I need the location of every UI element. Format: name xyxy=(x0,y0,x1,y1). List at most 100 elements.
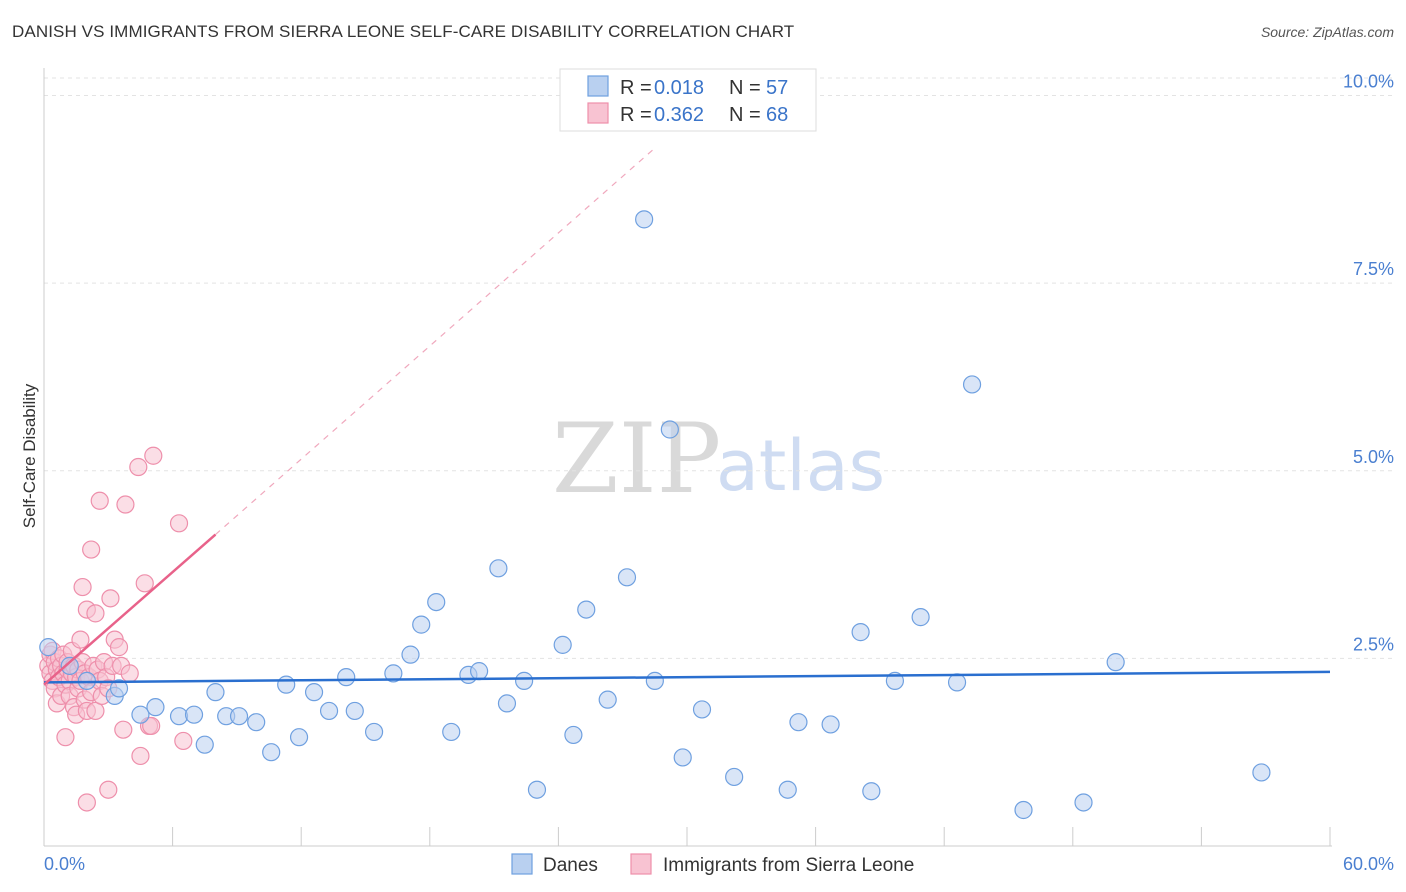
bottom-legend: Danes Immigrants from Sierra Leone xyxy=(511,853,914,876)
legend-sl-r-value: 0.362 xyxy=(654,104,704,126)
point-danes xyxy=(789,713,808,732)
point-danes xyxy=(962,375,982,394)
point-danes xyxy=(1074,793,1093,812)
point-danes xyxy=(337,668,356,687)
point-danes xyxy=(206,683,225,702)
point-danes xyxy=(851,623,870,642)
bottom-legend-danes-swatch xyxy=(511,853,533,875)
point-sierra-leone xyxy=(99,780,118,799)
series-sierra-leone xyxy=(39,446,193,812)
point-sierra-leone xyxy=(77,793,96,812)
point-danes xyxy=(401,645,420,664)
point-danes xyxy=(412,615,431,634)
trend-lines xyxy=(43,147,1331,686)
point-sierra-leone xyxy=(135,574,154,593)
point-danes xyxy=(247,713,266,732)
point-danes xyxy=(862,782,881,801)
y-tick-label: 5.0% xyxy=(1353,447,1394,467)
point-sierra-leone xyxy=(114,720,133,739)
point-danes xyxy=(778,780,797,799)
x-tick-min: 0.0% xyxy=(44,854,85,874)
y-axis-label: Self-Care Disability xyxy=(20,383,39,528)
point-sierra-leone xyxy=(174,731,193,751)
legend-danes-swatch xyxy=(587,75,609,97)
point-sierra-leone xyxy=(129,457,148,477)
x-tick-max: 60.0% xyxy=(1343,854,1394,874)
point-danes xyxy=(195,735,214,754)
point-danes xyxy=(442,722,461,742)
legend-sl-n-value: 68 xyxy=(766,104,788,126)
point-danes xyxy=(1106,653,1125,672)
point-sierra-leone xyxy=(131,746,150,766)
trend-line-sierra-leone-extension xyxy=(215,147,656,536)
point-sierra-leone xyxy=(90,491,109,510)
watermark-zip: ZIP xyxy=(552,403,721,515)
point-sierra-leone xyxy=(86,701,105,721)
point-danes xyxy=(660,420,679,439)
point-danes xyxy=(553,635,572,654)
source-label: Source: ZipAtlas.com xyxy=(1260,24,1394,40)
y-tick-labels: 2.5% 5.0% 7.5% 10.0% xyxy=(1343,72,1394,655)
point-sierra-leone xyxy=(169,514,189,533)
point-sierra-leone xyxy=(86,604,105,623)
point-danes xyxy=(635,210,654,229)
point-danes xyxy=(497,694,517,713)
point-danes xyxy=(617,568,637,587)
point-sierra-leone xyxy=(101,589,120,608)
point-danes xyxy=(598,690,617,709)
point-danes xyxy=(1014,800,1033,820)
point-danes xyxy=(725,767,744,787)
bottom-legend-sl-label: Immigrants from Sierra Leone xyxy=(663,855,914,876)
point-danes xyxy=(262,743,281,762)
point-danes xyxy=(39,638,58,657)
y-tick-label: 2.5% xyxy=(1353,634,1394,654)
point-sierra-leone xyxy=(109,638,129,657)
gridlines xyxy=(44,77,1394,659)
legend-danes-n-value: 57 xyxy=(766,77,788,99)
point-danes xyxy=(289,728,309,747)
point-danes xyxy=(146,698,165,717)
trend-line-sierra-leone xyxy=(43,533,217,686)
point-danes xyxy=(184,705,204,724)
bottom-legend-sl-swatch xyxy=(630,853,652,875)
point-sierra-leone xyxy=(82,540,101,559)
trend-line-danes xyxy=(43,670,1331,684)
legend-box: R = 0.018 N = 57 R = 0.362 N = 68 xyxy=(559,68,817,132)
point-sierra-leone xyxy=(144,446,163,465)
point-sierra-leone xyxy=(116,495,135,514)
point-danes xyxy=(564,725,583,745)
point-danes xyxy=(911,608,930,627)
point-danes xyxy=(229,707,249,726)
point-danes xyxy=(515,671,534,690)
legend-danes-r-label: R = xyxy=(620,77,652,99)
point-danes xyxy=(692,700,712,719)
point-danes xyxy=(427,592,446,612)
point-danes xyxy=(277,675,296,694)
chart-title: DANISH VS IMMIGRANTS FROM SIERRA LEONE S… xyxy=(12,22,795,41)
point-danes xyxy=(645,671,664,690)
point-danes xyxy=(384,664,403,683)
point-sierra-leone xyxy=(120,664,139,683)
point-danes xyxy=(527,780,547,799)
legend-danes-r-value: 0.018 xyxy=(654,77,704,99)
legend-sl-swatch xyxy=(587,102,609,124)
point-danes xyxy=(489,559,508,578)
bottom-legend-danes-label: Danes xyxy=(543,855,598,876)
point-danes xyxy=(364,722,384,742)
point-danes xyxy=(345,701,364,721)
point-danes xyxy=(304,683,324,702)
point-danes xyxy=(947,673,967,692)
legend-danes-n-label: N = xyxy=(729,77,761,99)
point-danes xyxy=(469,662,489,681)
y-tick-label: 7.5% xyxy=(1353,259,1394,279)
watermark-atlas: atlas xyxy=(716,425,885,507)
x-ticks xyxy=(43,827,1331,846)
legend-sl-r-label: R = xyxy=(620,104,652,126)
point-danes xyxy=(673,748,692,767)
point-danes xyxy=(821,715,840,734)
point-danes xyxy=(319,701,339,721)
point-sierra-leone xyxy=(142,716,161,736)
legend-sl-n-label: N = xyxy=(729,104,761,126)
point-danes xyxy=(1252,763,1271,782)
